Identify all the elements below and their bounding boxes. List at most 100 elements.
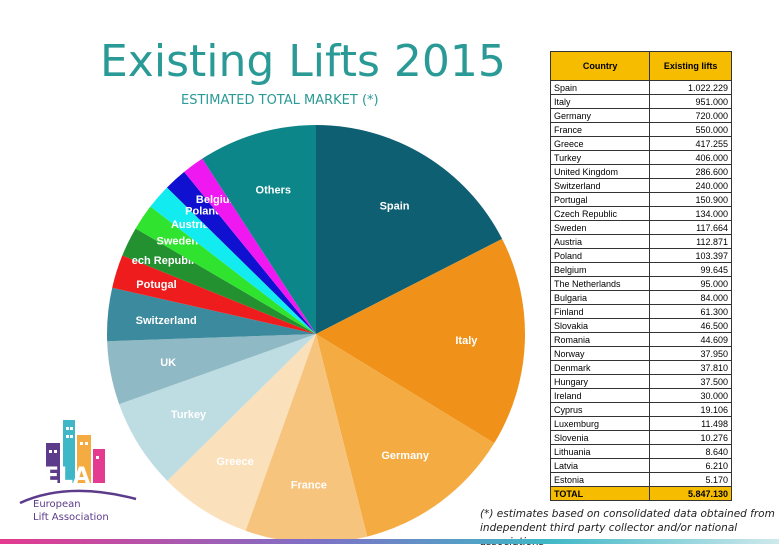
ela-logo: ELA — [19, 420, 137, 505]
table-row: Slovakia 46.500 — [549, 318, 732, 333]
table-row: Sweden 117.664 — [549, 220, 732, 235]
pie-slice-others — [202, 125, 316, 334]
country-cell: Latvia — [549, 458, 651, 473]
pie-label: Turkey — [171, 409, 207, 421]
table-row: United Kingdom 286.600 — [549, 164, 732, 179]
pie-label: ech Republic — [132, 255, 200, 267]
table-row: Denmark 37.810 — [549, 360, 732, 375]
footnote-line-1: (*) estimates based on consolidated data… — [480, 508, 775, 520]
country-cell: Switzerland — [549, 178, 651, 193]
country-cell: Italy — [549, 94, 651, 109]
lifts-cell: 150.900 — [649, 192, 732, 207]
pie-slice-austria — [150, 187, 316, 334]
pie-label: Germany — [381, 450, 430, 462]
pie-label: UK — [160, 357, 176, 369]
table-row: Hungary 37.500 — [549, 374, 732, 389]
lifts-cell: 8.640 — [649, 444, 732, 459]
table-row: Turkey 406.000 — [549, 150, 732, 165]
lifts-cell: 112.871 — [649, 234, 732, 249]
lifts-cell: 550.000 — [649, 122, 732, 137]
table-total-row: TOTAL 5.847.130 — [549, 486, 732, 501]
lifts-cell: 134.000 — [649, 206, 732, 221]
table-row: Ireland 30.000 — [549, 388, 732, 403]
pie-label: Potugal — [136, 279, 176, 291]
pie-slice-poland — [166, 171, 316, 334]
pie-label: Spain — [380, 201, 410, 213]
country-cell: Bulgaria — [549, 290, 651, 305]
country-cell: Ireland — [549, 388, 651, 403]
lifts-cell: 46.500 — [649, 318, 732, 333]
chart-subtitle: ESTIMATED TOTAL MARKET (*) — [181, 93, 379, 108]
table-row: Poland 103.397 — [549, 248, 732, 263]
pie-slice-potugal — [112, 255, 316, 334]
lifts-cell: 103.397 — [649, 248, 732, 263]
country-cell: Romania — [549, 332, 651, 347]
lifts-cell: 720.000 — [649, 108, 732, 123]
table-row: Germany 720.000 — [549, 108, 732, 123]
pie-label: Austria — [171, 219, 210, 231]
logo-mark: ELA — [44, 464, 90, 489]
pie-label: Others — [256, 185, 291, 197]
country-cell: The Netherlands — [549, 276, 651, 291]
table-row: Cyprus 19.106 — [549, 402, 732, 417]
pie-label: Italy — [455, 335, 478, 347]
pie-slice-germany — [316, 334, 495, 537]
lifts-cell: 37.950 — [649, 346, 732, 361]
lifts-cell: 37.810 — [649, 360, 732, 375]
country-cell: Norway — [549, 346, 651, 361]
table-row: Romania 44.609 — [549, 332, 732, 347]
logo-line-2: Lift Association — [33, 512, 109, 523]
table-row: France 550.000 — [549, 122, 732, 137]
pie-slice-italy — [316, 238, 525, 444]
table-row: Portugal 150.900 — [549, 192, 732, 207]
lifts-cell: 10.276 — [649, 430, 732, 445]
lifts-cell: 406.000 — [649, 150, 732, 165]
country-cell: Lithuania — [549, 444, 651, 459]
table-row: Luxemburg 11.498 — [549, 416, 732, 431]
country-cell: United Kingdom — [549, 164, 651, 179]
lifts-cell: 37.500 — [649, 374, 732, 389]
table-row: Norway 37.950 — [549, 346, 732, 361]
table-row: Latvia 6.210 — [549, 458, 732, 473]
pie-slice-sweden — [135, 206, 316, 334]
logo-line-1: European — [33, 499, 81, 510]
table-row: Belgium 99.645 — [549, 262, 732, 277]
pie-label: France — [291, 479, 327, 491]
table-row: Czech Republic 134.000 — [549, 206, 732, 221]
lifts-cell: 11.498 — [649, 416, 732, 431]
lifts-cell: 117.664 — [649, 220, 732, 235]
pie-slice-switzerland — [107, 287, 317, 342]
pie-slice-greece — [167, 334, 316, 531]
table-row: Switzerland 240.000 — [549, 178, 732, 193]
table-row: Estonia 5.170 — [549, 472, 732, 487]
pie-slice-uk — [107, 334, 316, 405]
lifts-cell: 417.255 — [649, 136, 732, 151]
lifts-cell: 44.609 — [649, 332, 732, 347]
pie-slice-turkey — [119, 334, 316, 481]
country-cell: Hungary — [549, 374, 651, 389]
total-label: TOTAL — [549, 486, 651, 501]
table-row: Greece 417.255 — [549, 136, 732, 151]
lifts-cell: 6.210 — [649, 458, 732, 473]
lifts-cell: 951.000 — [649, 94, 732, 109]
country-cell: Belgium — [549, 262, 651, 277]
country-cell: Turkey — [549, 150, 651, 165]
table-row: Spain 1.022.229 — [549, 80, 732, 95]
country-cell: Spain — [549, 80, 651, 95]
logo-text: European Lift Association — [33, 498, 109, 524]
country-cell: Slovakia — [549, 318, 651, 333]
country-cell: Portugal — [549, 192, 651, 207]
country-cell: Finland — [549, 304, 651, 319]
lifts-table: Country Existing lifts Spain 1.022.229 Ita… — [549, 51, 732, 501]
table-row: The Netherlands 95.000 — [549, 276, 732, 291]
lifts-cell: 5.170 — [649, 472, 732, 487]
pie-slice-belgium — [184, 158, 316, 334]
lifts-cell: 19.106 — [649, 402, 732, 417]
country-cell: Greece — [549, 136, 651, 151]
country-cell: Slovenia — [549, 430, 651, 445]
pie-slice-czech-republic — [122, 228, 316, 334]
lifts-cell: 95.000 — [649, 276, 732, 291]
lifts-cell: 286.600 — [649, 164, 732, 179]
header-existing-lifts: Existing lifts — [649, 51, 732, 81]
